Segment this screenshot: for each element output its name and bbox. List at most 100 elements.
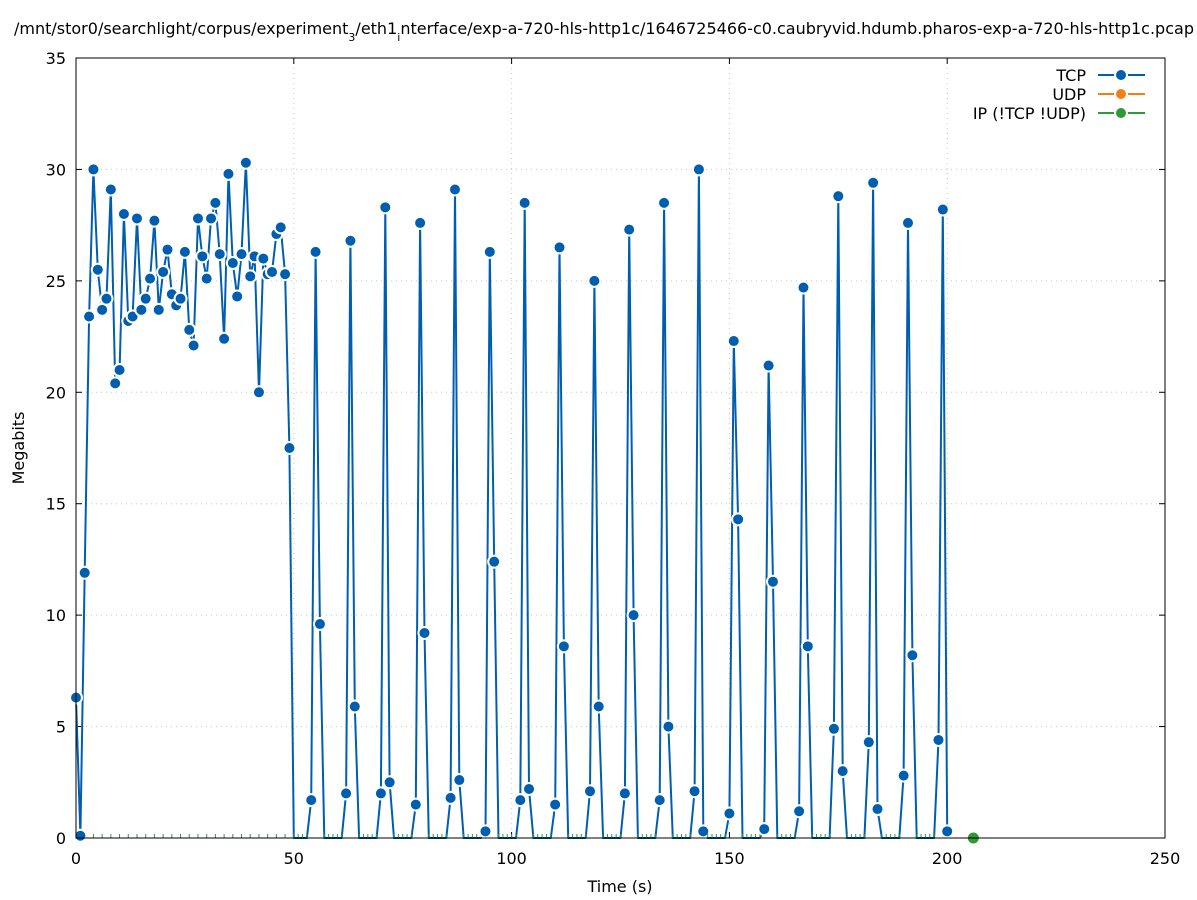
- data-point: [151, 302, 166, 317]
- series-tcp: [69, 155, 955, 843]
- data-point: [622, 222, 637, 237]
- title-part: i: [397, 31, 400, 44]
- data-point: [452, 773, 467, 788]
- chart-title: /mnt/stor0/searchlight/corpus/experiment…: [14, 19, 1194, 44]
- data-point: [347, 699, 362, 714]
- data-point: [173, 291, 188, 306]
- data-point: [796, 280, 811, 295]
- data-point: [199, 271, 214, 286]
- data-point: [221, 166, 236, 181]
- data-point: [861, 735, 876, 750]
- data-point: [731, 512, 746, 527]
- data-point: [591, 699, 606, 714]
- series-layer: [69, 155, 980, 845]
- data-point: [617, 786, 632, 801]
- legend-item: TCP: [1055, 66, 1145, 85]
- data-point: [312, 617, 327, 632]
- data-point: [204, 211, 219, 226]
- data-point: [765, 574, 780, 589]
- legend-label: TCP: [1055, 66, 1086, 85]
- plot-frame: [75, 57, 1166, 839]
- data-point: [940, 824, 955, 839]
- data-point: [177, 244, 192, 259]
- data-point: [826, 721, 841, 736]
- data-point: [73, 828, 88, 843]
- data-point: [230, 289, 245, 304]
- data-point: [273, 220, 288, 235]
- axis-ticks: [75, 57, 1166, 839]
- data-point: [835, 764, 850, 779]
- data-point: [722, 806, 737, 821]
- y-tick-label: 20: [46, 383, 66, 402]
- data-point: [238, 155, 253, 170]
- y-tick-label: 35: [46, 49, 66, 68]
- data-point: [251, 385, 266, 400]
- y-axis-title: Megabits: [9, 412, 28, 485]
- data-point: [652, 793, 667, 808]
- data-point: [86, 162, 101, 177]
- data-point: [82, 309, 97, 324]
- data-point: [186, 338, 201, 353]
- x-tick-label: 50: [284, 849, 304, 868]
- legend-marker: [1114, 87, 1128, 101]
- title-part: /eth1: [355, 19, 397, 38]
- x-axis-title: Time (s): [586, 877, 652, 896]
- data-point: [382, 775, 397, 790]
- data-point: [413, 215, 428, 230]
- data-point: [587, 273, 602, 288]
- data-point: [378, 200, 393, 215]
- data-point: [217, 331, 232, 346]
- data-point: [487, 554, 502, 569]
- data-point: [687, 784, 702, 799]
- data-point: [417, 625, 432, 640]
- data-point: [195, 249, 210, 264]
- data-point: [103, 182, 118, 197]
- data-point: [691, 162, 706, 177]
- y-tick-labels: 0 5 10 15 20 25 30 35: [46, 49, 66, 848]
- y-tick-label: 15: [46, 495, 66, 514]
- data-point: [626, 608, 641, 623]
- data-point: [308, 244, 323, 259]
- data-point: [517, 195, 532, 210]
- x-tick-label: 150: [714, 849, 745, 868]
- y-tick-label: 10: [46, 606, 66, 625]
- grid: [76, 58, 1165, 838]
- data-point: [548, 797, 563, 812]
- y-tick-label: 30: [46, 160, 66, 179]
- data-point: [225, 256, 240, 271]
- legend-label: UDP: [1052, 85, 1086, 104]
- data-point: [129, 211, 144, 226]
- data-point: [343, 233, 358, 248]
- title-part: 3: [348, 31, 355, 44]
- data-point: [478, 824, 493, 839]
- data-point: [243, 269, 258, 284]
- x-tick-label: 250: [1150, 849, 1181, 868]
- data-point: [256, 251, 271, 266]
- legend-item: UDP: [1052, 85, 1145, 104]
- data-point: [116, 207, 131, 221]
- y-tick-label: 25: [46, 272, 66, 291]
- data-point: [278, 267, 293, 282]
- legend-label: IP (!TCP !UDP): [973, 104, 1086, 123]
- x-tick-label: 0: [71, 849, 81, 868]
- x-tick-labels: 0 50 100 150 200 250: [71, 849, 1180, 868]
- data-point: [726, 334, 741, 349]
- data-point: [182, 322, 197, 337]
- data-point: [190, 211, 205, 226]
- x-tick-label: 100: [496, 849, 527, 868]
- data-point: [156, 264, 171, 279]
- data-point: [143, 271, 158, 286]
- data-point: [905, 648, 920, 663]
- data-point: [304, 793, 319, 808]
- data-point: [373, 786, 388, 801]
- data-point: [800, 639, 815, 654]
- data-point: [443, 790, 458, 805]
- legend-item: IP (!TCP !UDP): [973, 104, 1145, 123]
- data-point: [757, 822, 772, 837]
- data-point: [792, 804, 807, 819]
- data-point: [896, 768, 911, 783]
- y-tick-label: 5: [56, 718, 66, 737]
- data-point: [761, 358, 776, 373]
